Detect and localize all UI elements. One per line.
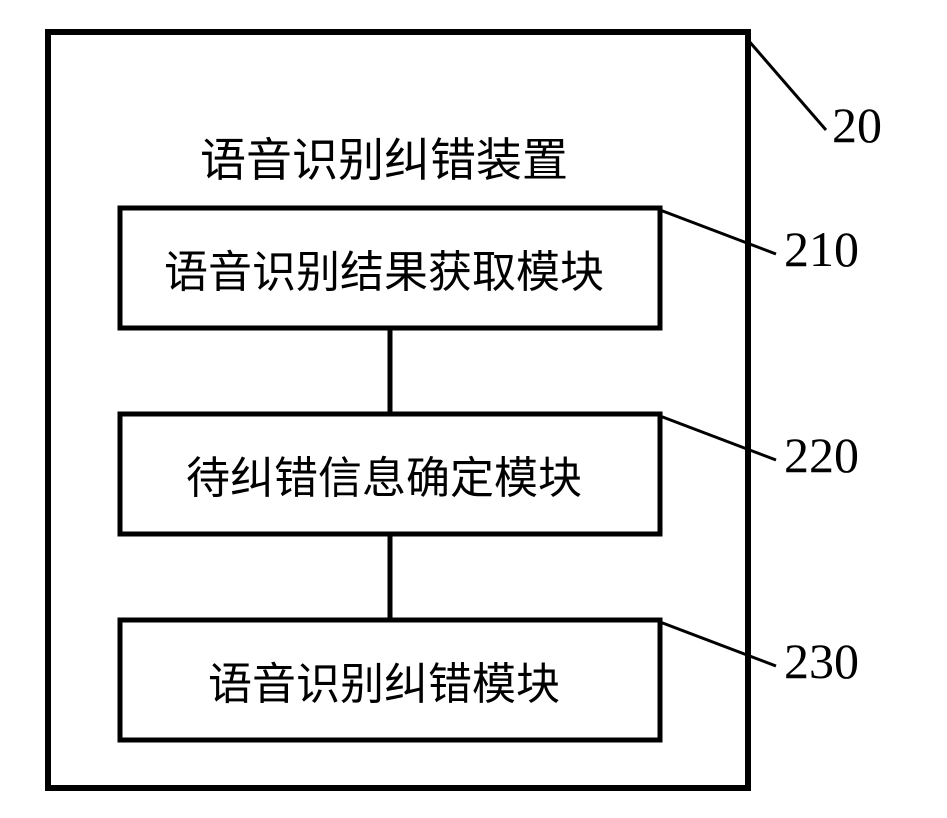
box-220-label: 220 <box>784 426 859 484</box>
box-230-text: 语音识别纠错模块 <box>208 648 560 712</box>
box-220-text: 待纠错信息确定模块 <box>186 442 582 506</box>
outer-label: 20 <box>832 96 882 154</box>
box-210-text: 语音识别结果获取模块 <box>164 236 604 300</box>
box-210-label: 210 <box>784 220 859 278</box>
diagram-title: 语音识别纠错装置 <box>200 124 568 190</box>
box-230-label: 230 <box>784 632 859 690</box>
